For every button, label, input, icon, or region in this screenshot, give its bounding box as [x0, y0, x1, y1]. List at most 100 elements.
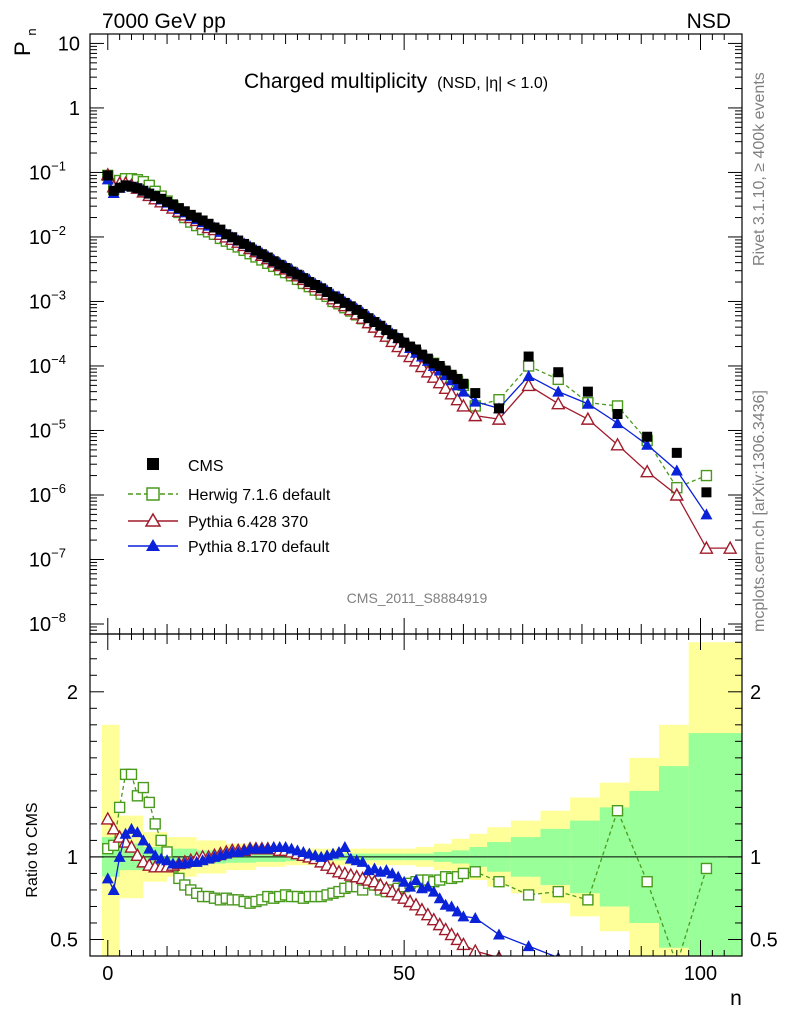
data-point	[699, 540, 714, 554]
data-point	[580, 411, 596, 425]
ratio-point	[457, 910, 470, 922]
ratio-point	[130, 847, 145, 861]
ratio-point	[457, 867, 470, 880]
data-point	[414, 359, 430, 373]
data-point	[522, 369, 535, 381]
data-point	[452, 373, 463, 384]
data-point	[642, 431, 653, 442]
y-tick-label: 10−8	[29, 610, 66, 636]
data-point	[670, 464, 683, 476]
data-point	[250, 245, 261, 256]
ratio-series-2	[101, 822, 561, 956]
ratio-point	[450, 932, 465, 946]
data-point	[227, 232, 238, 243]
ratio-point	[113, 850, 126, 862]
ratio-point	[137, 781, 150, 794]
data-point	[641, 438, 654, 450]
ratio-point	[414, 902, 430, 916]
y-tick-label: 10−4	[29, 352, 66, 378]
data-point	[150, 191, 161, 202]
ratio-point	[137, 834, 150, 846]
y-tick-exponent: −6	[51, 481, 66, 496]
data-point	[239, 238, 250, 249]
ratio-point	[143, 796, 155, 809]
ratio-point	[386, 867, 399, 879]
y-tick-exponent: −2	[51, 223, 66, 238]
data-point	[493, 403, 504, 414]
data-point	[262, 252, 273, 263]
data-point	[610, 437, 625, 451]
data-point	[669, 487, 684, 501]
ratio-point	[427, 885, 440, 897]
header-right: NSD	[687, 10, 731, 33]
plot-title-main: Charged multiplicity	[244, 70, 428, 93]
y-tick-exponent: −7	[51, 545, 66, 560]
ratio-point	[444, 927, 459, 941]
data-point	[304, 277, 315, 288]
data-point	[434, 360, 445, 371]
plot-title-sub: (NSD, |η| < 1.0)	[437, 75, 548, 92]
ratio-point	[131, 826, 144, 838]
ratio-point	[438, 922, 453, 936]
data-point	[381, 325, 392, 336]
ratio-point	[101, 872, 114, 884]
data-point	[426, 369, 441, 383]
ratio-point	[398, 875, 411, 887]
data-point	[432, 375, 447, 389]
ratio-point	[641, 875, 653, 888]
data-point	[292, 269, 303, 280]
data-point	[411, 344, 421, 355]
ratio-point	[113, 801, 126, 814]
ratio-point	[700, 862, 713, 875]
ratio-point	[108, 839, 120, 852]
data-point	[310, 279, 321, 290]
x-axis-label: n	[730, 987, 742, 1010]
data-point	[553, 367, 564, 378]
ratio-point	[421, 880, 434, 892]
data-point	[108, 185, 119, 196]
data-point	[126, 181, 137, 192]
ratio-point	[124, 839, 139, 853]
ratio-point	[492, 928, 505, 940]
data-point	[351, 304, 362, 315]
data-point	[399, 337, 410, 348]
x-tick-label: 100	[684, 963, 717, 985]
data-point	[420, 364, 436, 378]
data-point	[203, 218, 214, 229]
data-point	[167, 199, 178, 210]
data-point	[114, 182, 125, 193]
data-point	[438, 380, 453, 395]
data-point	[339, 297, 350, 308]
data-point	[173, 203, 184, 214]
ratio-y-tick-label-right: 1	[750, 847, 761, 869]
data-point	[428, 358, 439, 369]
ratio-point	[155, 834, 167, 847]
ratio-series-0	[102, 768, 713, 956]
data-point	[179, 206, 190, 217]
legend-marker-cms	[147, 458, 159, 470]
data-point	[363, 313, 374, 324]
ratio-y-tick-label-right: 2	[750, 682, 761, 704]
data-point	[268, 256, 279, 267]
legend-label-pythia8: Pythia 8.170 default	[188, 539, 330, 556]
ratio-point	[432, 917, 447, 931]
y-tick-label: 10	[58, 33, 80, 55]
data-point	[405, 341, 416, 352]
y-axis-label-p: P	[10, 42, 35, 56]
y-tick-exponent: −8	[51, 610, 66, 625]
data-point	[286, 266, 297, 277]
series-0	[102, 170, 712, 498]
ratio-point	[125, 822, 138, 834]
data-point	[256, 249, 267, 260]
y-tick-label: 10−2	[29, 223, 66, 249]
ratio-y-tick-label-left: 1	[67, 847, 78, 869]
ratio-point	[131, 790, 144, 802]
ratio-y-tick-label-left: 2	[67, 682, 78, 704]
y-axis-label-ratio: Ratio to CMS	[24, 802, 41, 897]
y-tick-exponent: −4	[51, 352, 66, 367]
data-point	[328, 291, 339, 302]
x-tick-label: 0	[102, 963, 113, 985]
ratio-y-tick-label-left: 0.5	[50, 929, 78, 951]
ratio-point	[119, 827, 132, 839]
data-point	[446, 369, 457, 380]
